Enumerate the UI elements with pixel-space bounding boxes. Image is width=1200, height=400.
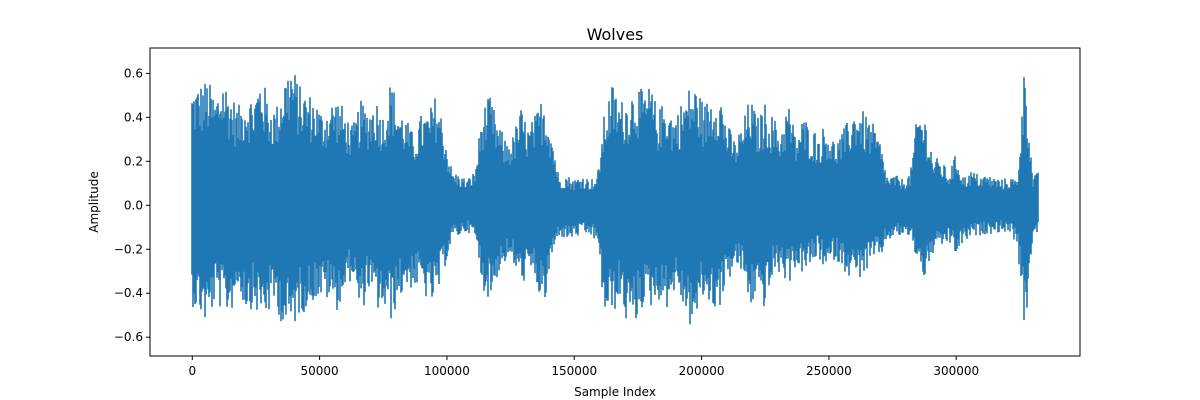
- x-tick-label: 200000: [679, 364, 725, 378]
- y-tick-label: −0.6: [114, 330, 143, 344]
- y-axis: −0.6 −0.4 −0.2 0.0 0.2 0.4 0.6: [114, 66, 150, 344]
- x-tick-label: 150000: [551, 364, 597, 378]
- y-tick-label: 0.6: [124, 66, 143, 80]
- x-tick-label: 300000: [933, 364, 979, 378]
- y-tick-label: −0.4: [114, 286, 143, 300]
- x-tick-label: 100000: [424, 364, 470, 378]
- series-0-waveform: [191, 75, 1039, 325]
- x-tick-label: 0: [188, 364, 196, 378]
- x-axis-label: Sample Index: [574, 385, 656, 399]
- plot-area: [149, 47, 1081, 357]
- plot-frame: [149, 47, 1081, 357]
- x-tick-label: 50000: [301, 364, 339, 378]
- x-tick-label: 250000: [806, 364, 852, 378]
- chart-title: Wolves: [587, 25, 644, 44]
- y-tick-label: 0.0: [124, 198, 143, 212]
- y-tick-label: 0.4: [124, 110, 143, 124]
- y-axis-label: Amplitude: [87, 171, 101, 233]
- y-tick-label: −0.2: [114, 242, 143, 256]
- x-axis: 0 50000 100000 150000 200000 250000 300000: [188, 356, 979, 378]
- y-tick-label: 0.2: [124, 154, 143, 168]
- series-layer: [191, 75, 1039, 325]
